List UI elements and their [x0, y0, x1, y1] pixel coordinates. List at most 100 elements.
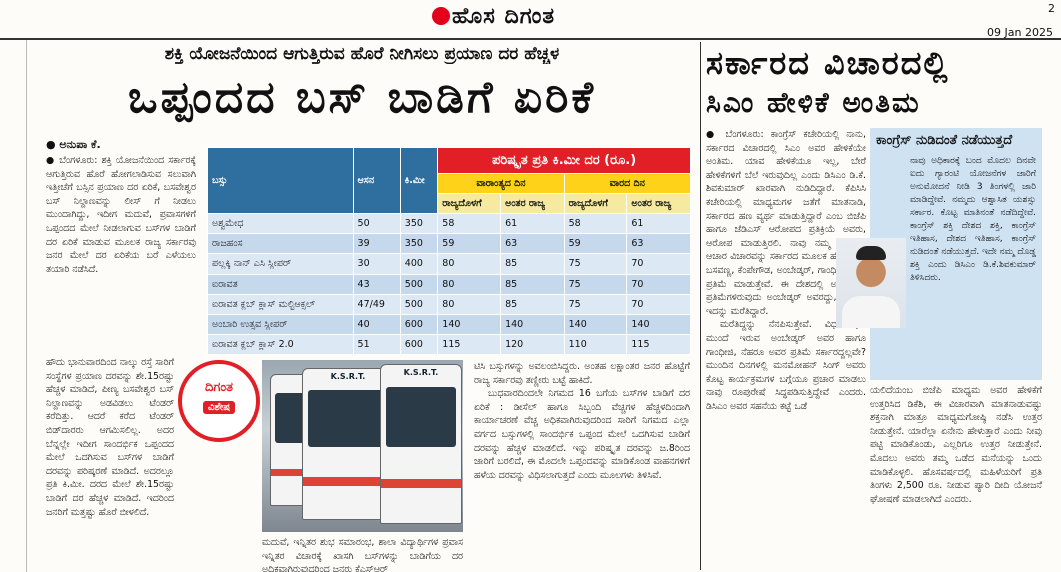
col-header-in-state: ರಾಜ್ಯದೊಳಗೆ [563, 192, 628, 215]
cell-rate: 70 [626, 273, 691, 295]
right-column-2: ಯಲಿದೆಯಂಬ ಬಿಜೆಪಿ ಮಾಧ್ಯಮ ಅವರ ಹೇಳಿಕೆಗೆ ಉತ್ತ… [870, 384, 1042, 570]
cell-rate: 63 [626, 233, 691, 255]
badge-label: ವಿಶೇಷ [202, 401, 235, 414]
quote-box-title: ಕಾಂಗ್ರೆಸ್ ನುಡಿದಂತೆ ನಡೆಯುತ್ತದೆ [876, 133, 1013, 148]
adjacent-page-edge [0, 40, 27, 572]
cell-rate: 75 [563, 293, 628, 315]
cell-km: 600 [399, 333, 439, 356]
rate-table: ಬಸ್ಸು ಆಸನ ಕಿ.ಮೀ ಪರಿಷ್ಕೃತ ಪ್ರತಿ ಕಿ.ಮೀ ದರ … [207, 146, 692, 356]
cell-rate: 70 [626, 293, 691, 315]
bus-label: K.S.R.T. [330, 372, 366, 381]
right-column-1: ● ಬೆಂಗಳೂರು: ಕಾಂಗ್ರೆಸ್ ಕಚೇರಿಯಲ್ಲಿ ನಾನು, ಸ… [706, 128, 866, 568]
story-column-2: ಮದುವೆ, ಇನ್ನಿತರ ಶುಭ ಸಮಾರಂಭ, ಶಾಲಾ ವಿದ್ಯಾರ್… [262, 536, 463, 572]
cell-rate: 120 [500, 333, 565, 356]
cell-rate: 70 [626, 253, 691, 275]
cell-rate: 59 [437, 233, 502, 255]
story-kicker: ಶಕ್ತಿ ಯೋಜನೆಯಿಂದ ಆಗುತ್ತಿರುವ ಹೊರೆ ನೀಗಿಸಲು … [164, 44, 560, 64]
cell-km: 600 [399, 313, 439, 335]
story-paragraph: ಟಿಸಿ ಬಸ್ಸುಗಳನ್ನು ಅವಲಂಬಿಸಿದ್ದರು. ಅಂತಹ ಲಕ್… [474, 361, 690, 386]
bus-illustration: K.S.R.T. [380, 364, 462, 524]
newspaper-logo: ಹೊಸ ದಿಗಂತ [432, 4, 555, 29]
col-header-rate: ಪರಿಷ್ಕೃತ ಪ್ರತಿ ಕಿ.ಮೀ ದರ (ರೂ.) [437, 147, 691, 174]
masthead-rule [0, 38, 1061, 40]
story-column-1b: ಹೌದು ಭಾನುವಾರದಿಂದ ನಾಲ್ಕು ರಸ್ತೆ ಸಾರಿಗೆ ಸಂಸ… [46, 356, 174, 568]
right-headline-2: ಸಿಎಂ ಹೇಳಿಕೆ ಅಂತಿಮ [706, 86, 921, 119]
table-row: ಅಶ್ವಮೇಧ 50 350 58 61 58 61 [207, 213, 691, 235]
cell-rate: 80 [437, 253, 502, 275]
col-header-inter-state: ಅಂತರ ರಾಜ್ಯ [500, 192, 565, 215]
logo-mark-icon [432, 7, 450, 25]
portrait-shirt [842, 296, 900, 328]
col-header-weekday: ವಾರಾಂತ್ಯದ ದಿನ [437, 172, 565, 195]
cell-seats: 39 [352, 233, 401, 255]
story-headline: ಒಪ್ಪಂದದ ಬಸ್ ಬಾಡಿಗೆ ಏರಿಕೆ [128, 72, 596, 123]
quote-box-body: ನಾವು ಅಧಿಕಾರಕ್ಕೆ ಬಂದ ಮೊದಲ ದಿನವೇ ಐದು ಗ್ಯಾರ… [910, 156, 1036, 283]
cell-rate: 58 [563, 213, 628, 235]
cell-km: 500 [399, 293, 439, 315]
cell-rate: 115 [437, 333, 502, 356]
story-byline: ● ಅನುಪಾ ಕೆ. [46, 138, 101, 151]
table-row: ಐರಾವತ ಕ್ಲಬ್ ಕ್ಲಾಸ್ ಮಲ್ಟಿಆಕ್ಸಲ್ 47/49 500 80… [207, 293, 691, 315]
bus-stripe [381, 478, 461, 489]
badge-title: ದಿಗಂತ [204, 380, 234, 395]
cell-rate: 80 [437, 273, 502, 295]
table-row: ಐರಾವತ ಕ್ಲಬ್ ಕ್ಲಾಸ್ 2.0 51 600 115 120 110 115 [207, 333, 691, 356]
cell-seats: 40 [352, 313, 401, 335]
cell-seats: 47/49 [352, 293, 401, 315]
col-header-seats: ಆಸನ [352, 146, 401, 215]
story-paragraph: ಯಲಿದೆಯಂಬ ಬಿಜೆಪಿ ಮಾಧ್ಯಮ ಅವರ ಹೇಳಿಕೆಗೆ ಉತ್ತ… [870, 385, 1042, 505]
col-header-bus: ಬಸ್ಸು [207, 146, 354, 215]
bus-stripe [303, 477, 393, 486]
cell-rate: 115 [626, 333, 691, 356]
col-header-weekend: ವಾರದ ದಿನ [563, 172, 692, 195]
cell-rate: 63 [500, 233, 565, 255]
cell-rate: 140 [500, 313, 565, 335]
table-row: ರಾಜಹಂಸ 39 350 59 63 59 63 [207, 233, 691, 255]
col-header-inter-state: ಅಂತರ ರಾಜ್ಯ [626, 192, 691, 215]
cell-rate: 61 [626, 213, 691, 235]
table-row: ಪಲ್ಲಕ್ಕಿ ನಾನ್ ಎಸಿ ಸ್ಲೀಪರ್ 30 400 80 85 75 70 [207, 253, 691, 275]
cell-rate: 85 [500, 273, 565, 295]
masthead: ಹೊಸ ದಿಗಂತ 2 09 Jan 2025 [0, 0, 1061, 39]
cell-bus: ಐರಾವತ [207, 273, 354, 295]
cell-bus: ರಾಜಹಂಸ [207, 233, 354, 255]
story-column-3: ಟಿಸಿ ಬಸ್ಸುಗಳನ್ನು ಅವಲಂಬಿಸಿದ್ದರು. ಅಂತಹ ಲಕ್… [474, 360, 690, 572]
col-header-in-state: ರಾಜ್ಯದೊಳಗೆ [437, 192, 502, 215]
cell-seats: 43 [352, 273, 401, 295]
story-paragraph: ● ಬೆಂಗಳೂರು: ಶಕ್ತಿ ಯೋಜನೆಯಿಂದ ಸರ್ಕಾರಕ್ಕೆ ಆ… [46, 155, 196, 275]
special-badge: ದಿಗಂತ ವಿಶೇಷ [178, 360, 260, 442]
cell-bus: ಐರಾವತ ಕ್ಲಬ್ ಕ್ಲಾಸ್ 2.0 [207, 333, 354, 356]
bus-label: K.S.R.T. [403, 368, 439, 378]
cell-rate: 75 [563, 273, 628, 295]
story-paragraph: ಮರೆತಿದ್ದನ್ನು ನೆನಪಿಸುತ್ತೇವೆ. ವಿಧಾನಸೌಧದ ಮು… [706, 319, 866, 412]
cell-seats: 30 [352, 253, 401, 275]
table-row: ಐರಾವತ 43 500 80 85 75 70 [207, 273, 691, 295]
cell-rate: 85 [500, 253, 565, 275]
cell-rate: 59 [563, 233, 628, 255]
cell-km: 350 [399, 233, 439, 255]
cell-seats: 50 [352, 213, 401, 235]
right-headline-1: ಸರ್ಕಾರದ ವಿಚಾರದಲ್ಲಿ [706, 44, 950, 82]
story-column-1: ● ಬೆಂಗಳೂರು: ಶಕ್ತಿ ಯೋಜನೆಯಿಂದ ಸರ್ಕಾರಕ್ಕೆ ಆ… [46, 154, 196, 354]
cell-rate: 80 [437, 293, 502, 315]
story-paragraph: ಮದುವೆ, ಇನ್ನಿತರ ಶುಭ ಸಮಾರಂಭ, ಶಾಲಾ ವಿದ್ಯಾರ್… [262, 537, 463, 572]
cell-rate: 75 [563, 253, 628, 275]
cell-bus: ಅಂಬಾರಿ ಉತ್ಸವ ಸ್ಲೀಪರ್ [207, 313, 354, 335]
cell-seats: 51 [352, 333, 401, 356]
cell-rate: 140 [626, 313, 691, 335]
bus-photo: K.S.R.T. K.S.R.T. [262, 360, 463, 532]
cell-bus: ಐರಾವತ ಕ್ಲಬ್ ಕ್ಲಾಸ್ ಮಲ್ಟಿಆಕ್ಸಲ್ [207, 293, 354, 315]
cell-bus: ಪಲ್ಲಕ್ಕಿ ನಾನ್ ಎಸಿ ಸ್ಲೀಪರ್ [207, 253, 354, 275]
quote-box: ಕಾಂಗ್ರೆಸ್ ನುಡಿದಂತೆ ನಡೆಯುತ್ತದೆ ನಾವು ಅಧಿಕಾ… [870, 128, 1042, 380]
cell-bus: ಅಶ್ವಮೇಧ [207, 213, 354, 235]
cell-km: 350 [399, 213, 439, 235]
cell-rate: 61 [500, 213, 565, 235]
column-divider [700, 42, 701, 570]
col-header-km: ಕಿ.ಮೀ [399, 146, 439, 215]
cell-rate: 140 [563, 313, 628, 335]
story-paragraph: ● ಬೆಂಗಳೂರು: ಕಾಂಗ್ರೆಸ್ ಕಚೇರಿಯಲ್ಲಿ ನಾನು, ಸ… [706, 129, 866, 317]
dcm-portrait-photo [836, 238, 906, 328]
cell-rate: 85 [500, 293, 565, 315]
cell-rate: 110 [563, 333, 628, 356]
cell-rate: 58 [437, 213, 502, 235]
